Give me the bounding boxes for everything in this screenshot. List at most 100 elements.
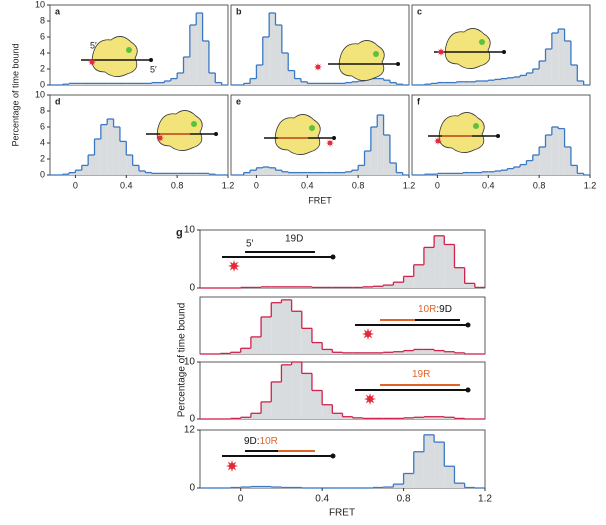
y-tick-label: 10 bbox=[35, 0, 45, 9]
histogram-bin bbox=[351, 170, 359, 175]
histogram-bin bbox=[342, 416, 353, 419]
histogram-bin bbox=[434, 235, 445, 288]
dye-star bbox=[362, 328, 374, 340]
strand-end bbox=[496, 134, 500, 138]
histogram-bin bbox=[423, 247, 435, 288]
histogram-bin bbox=[393, 282, 404, 288]
histogram-bin bbox=[403, 473, 414, 488]
histogram-bin bbox=[81, 83, 89, 85]
histogram-bin bbox=[313, 172, 320, 175]
histogram-bin bbox=[269, 13, 276, 85]
protein-blob bbox=[338, 40, 385, 81]
histogram-bin bbox=[526, 73, 533, 85]
histogram-bin bbox=[275, 170, 282, 175]
histogram-bin bbox=[434, 350, 445, 354]
histogram-bin bbox=[164, 173, 171, 175]
panel: b bbox=[230, 4, 410, 86]
histogram-bin bbox=[271, 381, 282, 419]
histogram-bin bbox=[151, 173, 159, 175]
panel: 0 0.4 0.8 1.2 e FRET bbox=[230, 94, 415, 205]
histogram-bin bbox=[164, 81, 171, 85]
histogram-bin bbox=[444, 351, 455, 354]
protein-blob bbox=[444, 28, 491, 69]
histogram-bin bbox=[189, 25, 197, 85]
annotation: 5′ bbox=[90, 40, 97, 50]
histogram-bin bbox=[170, 173, 178, 175]
histogram-bin bbox=[250, 336, 262, 354]
histogram-bin bbox=[132, 165, 139, 175]
histogram-bin bbox=[444, 417, 455, 419]
histogram-bin bbox=[532, 155, 540, 175]
histogram-bin bbox=[339, 83, 346, 85]
x-tick-label: 0.8 bbox=[352, 180, 365, 190]
histogram-bin bbox=[564, 147, 571, 175]
panel: c bbox=[411, 4, 591, 86]
histogram-bin bbox=[94, 139, 101, 175]
x-tick-label: 0.8 bbox=[397, 494, 411, 505]
y-tick-label: 2 bbox=[40, 153, 45, 163]
histogram-bin bbox=[113, 127, 120, 175]
histogram-bin bbox=[300, 81, 308, 85]
histogram-bin bbox=[151, 82, 159, 85]
histogram-bin bbox=[520, 75, 527, 85]
strand-end bbox=[330, 254, 336, 260]
histogram-bin bbox=[170, 78, 178, 85]
histogram-bin bbox=[443, 82, 451, 85]
histogram-bin bbox=[413, 349, 424, 354]
panel: 0 2 4 6 8 10 a Percentage of time bound 5′ 5′ bbox=[10, 0, 229, 147]
histogram-bin bbox=[196, 13, 203, 85]
y-tick-label: 0 bbox=[189, 283, 195, 294]
histogram-bin bbox=[332, 352, 343, 354]
histogram-bin bbox=[240, 348, 251, 354]
histogram-bin bbox=[507, 168, 514, 175]
histogram-bin bbox=[558, 128, 565, 175]
histogram-bin bbox=[443, 173, 451, 175]
histogram-bin bbox=[577, 81, 584, 85]
histogram-bin bbox=[434, 416, 445, 419]
histogram-bin bbox=[444, 466, 455, 488]
histogram-bin bbox=[250, 486, 262, 488]
histogram-bin bbox=[454, 267, 465, 288]
histogram-bin bbox=[322, 404, 333, 419]
histogram-bin bbox=[281, 364, 292, 419]
y-tick-label: 0 bbox=[40, 79, 45, 89]
donor-dye bbox=[479, 39, 485, 45]
histogram-bin bbox=[494, 171, 501, 175]
protein-blob bbox=[274, 114, 321, 155]
histogram-bin bbox=[488, 80, 495, 85]
histogram-bin bbox=[383, 135, 390, 175]
histogram-bin bbox=[208, 73, 216, 85]
histogram-bin bbox=[413, 451, 424, 488]
x-tick-label: 1.2 bbox=[478, 494, 492, 505]
histogram-bin bbox=[570, 65, 578, 85]
histogram-bin bbox=[383, 285, 394, 288]
dye-star bbox=[437, 48, 445, 56]
histogram-bin bbox=[326, 172, 333, 175]
histogram-bin bbox=[364, 151, 371, 175]
strand-end bbox=[332, 136, 336, 140]
histogram-bin bbox=[532, 69, 540, 85]
y-tick-label: 2 bbox=[40, 63, 45, 73]
annotation-part: :9D bbox=[436, 304, 452, 315]
histogram-bin bbox=[332, 172, 340, 175]
histogram-bin bbox=[551, 127, 559, 175]
histogram-bin bbox=[281, 171, 289, 175]
histogram-bin bbox=[307, 172, 314, 175]
histogram-bin bbox=[437, 173, 444, 175]
y-tick-label: 10 bbox=[184, 225, 196, 236]
histogram-bin bbox=[377, 115, 384, 175]
histogram-bin bbox=[100, 83, 108, 85]
histogram-bin bbox=[107, 83, 114, 85]
histogram-bin bbox=[431, 83, 438, 85]
x-tick-label: 0.4 bbox=[301, 180, 314, 190]
histogram-bin bbox=[261, 401, 272, 419]
histogram-bin bbox=[462, 172, 470, 175]
protein-blob bbox=[438, 112, 485, 153]
histogram-bin bbox=[261, 486, 272, 488]
histogram-bin bbox=[243, 172, 251, 175]
histogram-bin bbox=[145, 172, 152, 175]
histogram-bin bbox=[413, 264, 424, 288]
histogram-bin bbox=[320, 83, 327, 85]
histogram-bin bbox=[501, 170, 508, 175]
